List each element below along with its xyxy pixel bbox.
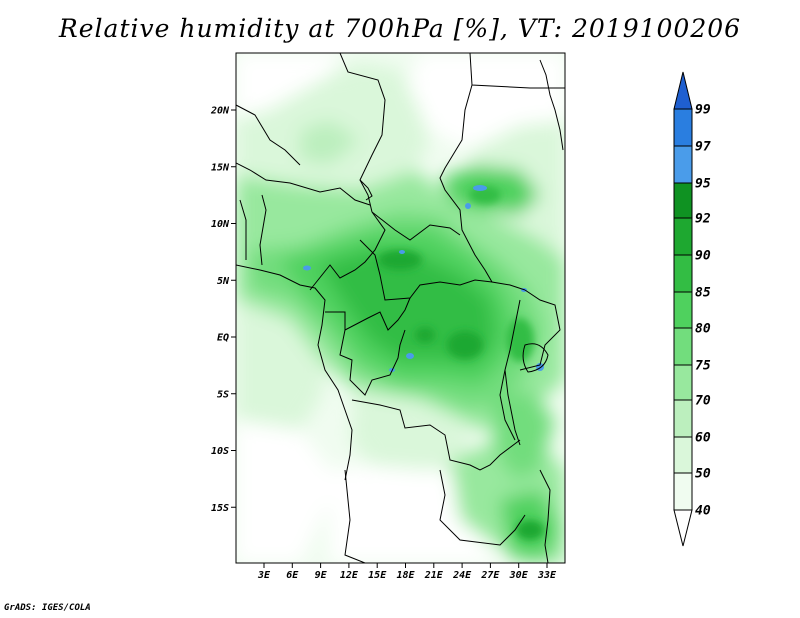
patch-85-east <box>506 318 534 362</box>
patch-90-a <box>378 250 422 270</box>
border-angola-drc <box>351 399 521 471</box>
colorbar-label: 92 <box>695 212 711 227</box>
lat-tick-label: 5N <box>217 276 230 287</box>
lon-tick-label: 3E <box>257 570 271 581</box>
border-congo-gabon <box>325 297 411 331</box>
lat-tick-label: 15N <box>211 162 230 173</box>
lat-tick-label: EQ <box>217 333 229 344</box>
lat-tick-label: 10N <box>211 219 230 230</box>
lon-tick-label: 9E <box>315 570 328 581</box>
border-angola-namibia <box>344 469 366 563</box>
lon-tick-label: 18E <box>396 570 415 581</box>
colorbar-label: 40 <box>695 504 711 519</box>
colorbar-segment <box>673 399 693 438</box>
colorbar-segment <box>673 472 693 511</box>
border-car-drc <box>359 239 493 301</box>
colorbar-top-triangle <box>673 71 693 110</box>
border-benin-nigeria <box>259 194 267 266</box>
band-50-south <box>350 390 470 470</box>
lake-chad <box>359 179 373 201</box>
border-togo <box>239 199 247 260</box>
country-borders <box>236 53 565 563</box>
colorbar-label: 80 <box>695 322 711 337</box>
colorbar-bottom-triangle <box>673 509 693 547</box>
border-niger-chad <box>339 53 386 213</box>
dry-region-northwest <box>236 53 340 118</box>
border-niger-nigeria <box>236 162 371 206</box>
dry-region-southwest <box>236 420 330 563</box>
map-frame <box>235 52 566 564</box>
band-75-east <box>490 390 555 480</box>
patch-90-b <box>447 331 483 359</box>
border-chad-car <box>371 211 461 241</box>
colorbar-label: 85 <box>695 286 711 301</box>
lat-tick-label: 5S <box>217 389 229 400</box>
lon-tick-label: 21E <box>424 570 444 581</box>
lat-tick-label: 20N <box>210 106 230 117</box>
dry-region-northeast <box>405 53 565 150</box>
border-malawi-mozambique <box>539 469 551 563</box>
colorbar-segment <box>673 327 693 366</box>
colorbar-label: 97 <box>695 140 711 155</box>
band-60-patch <box>300 120 360 165</box>
credit-label: GrADS: IGES/COLA <box>4 603 91 613</box>
lon-tick-label: 27E <box>480 570 500 581</box>
lon-tick-label: 6E <box>286 570 299 581</box>
chart-title: Relative humidity at 700hPa [%], VT: 201… <box>58 14 742 43</box>
lon-tick-label: 33E <box>537 570 557 581</box>
colorbar-label: 75 <box>695 359 711 374</box>
lat-tick-label: 15S <box>211 503 229 514</box>
border-nigeria-cameroon <box>309 211 386 291</box>
colorbar-segment <box>673 364 693 401</box>
lat-tick-label: 10S <box>211 446 229 457</box>
colorbar-segment <box>673 145 693 184</box>
border-congo-drc <box>339 329 406 396</box>
colorbar: 99 97 95 92 90 85 80 75 70 60 50 40 <box>673 71 711 547</box>
border-zambia <box>439 469 526 546</box>
lake-tanganyika <box>504 369 521 446</box>
humidity-field <box>236 53 565 563</box>
dry-region-south <box>330 465 500 563</box>
longitude-axis: 3E 6E 9E 12E 15E 18E 21E 24E 27E 30E 33E <box>257 563 557 581</box>
spot-95-b <box>303 265 311 271</box>
spot-95-d <box>406 353 414 359</box>
colorbar-segment <box>673 254 693 293</box>
lon-tick-label: 24E <box>452 570 472 581</box>
lon-tick-label: 12E <box>340 570 359 581</box>
latitude-axis: 20N 15N 10N 5N EQ 5S 10S 15S <box>210 106 236 514</box>
colorbar-label: 50 <box>695 467 711 482</box>
colorbar-label: 60 <box>695 431 711 446</box>
colorbar-label: 99 <box>695 103 711 118</box>
colorbar-segment <box>673 291 693 329</box>
patch-90-south <box>516 520 544 540</box>
spot-95-h <box>465 203 471 209</box>
colorbar-segment <box>673 182 693 219</box>
spot-95-a <box>473 185 487 191</box>
coastline-red-sea <box>539 59 564 151</box>
lake-victoria <box>522 343 549 373</box>
coastline-west <box>236 264 353 481</box>
border-libya-egypt-sudan <box>469 53 565 89</box>
patch-90-c <box>415 327 435 343</box>
lon-tick-label: 30E <box>509 570 529 581</box>
lon-tick-label: 15E <box>368 570 387 581</box>
colorbar-segment <box>673 108 693 147</box>
colorbar-segment <box>673 436 693 474</box>
spot-95-c <box>399 250 405 254</box>
colorbar-label: 95 <box>695 177 711 192</box>
border-mali-niger <box>236 104 301 166</box>
border-uganda-kenya <box>519 289 561 371</box>
colorbar-segment <box>673 217 693 256</box>
colorbar-label: 70 <box>695 394 711 409</box>
colorbar-label: 90 <box>695 249 711 264</box>
